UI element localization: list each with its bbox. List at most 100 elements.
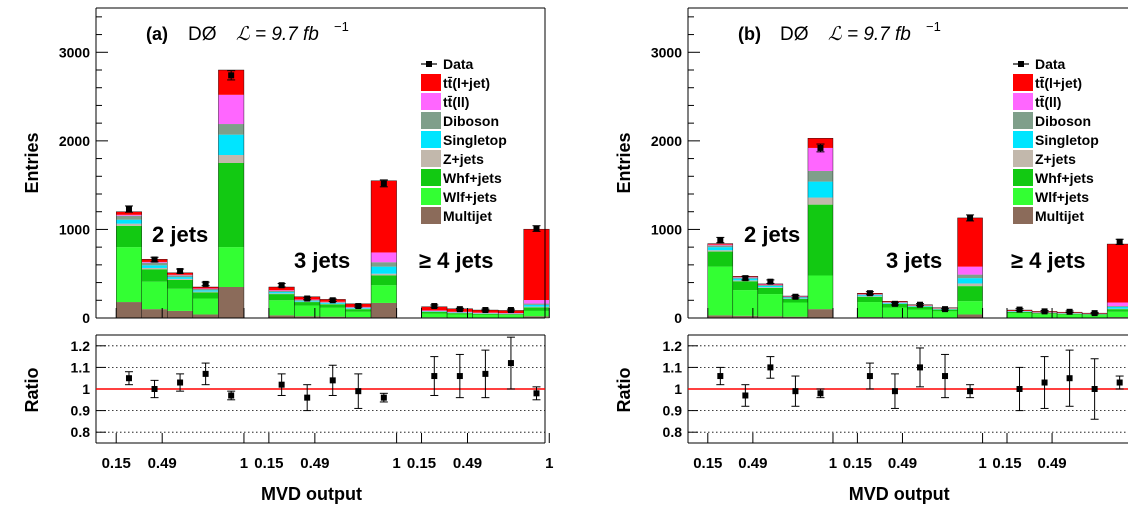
y-tick-label: 1000 — [651, 221, 682, 237]
stack-segment — [958, 286, 983, 301]
stack-segment — [808, 205, 833, 276]
data-point — [1092, 310, 1098, 316]
legend-label: tt̄(l+jet) — [443, 75, 490, 91]
ratio-point — [203, 371, 209, 377]
y-tick-label: 3000 — [59, 44, 90, 60]
data-point — [228, 72, 234, 78]
stack-segment — [708, 252, 733, 267]
legend-swatch — [421, 207, 441, 224]
stack-segment — [320, 308, 346, 317]
legend: Datatt̄(l+jet)tt̄(ll)DibosonSingletopZ+j… — [421, 56, 507, 224]
y-axis-label: Entries — [22, 132, 42, 193]
legend-swatch — [421, 188, 441, 205]
stack-segment — [1032, 314, 1057, 318]
legend-label: Singletop — [443, 132, 507, 148]
ratio-point — [867, 373, 873, 379]
stack-segment — [1107, 303, 1128, 307]
ratio-point — [381, 395, 387, 401]
y-tick-label: 1000 — [59, 221, 90, 237]
stack-segment — [371, 303, 397, 318]
ratio-point — [1042, 380, 1048, 386]
stack-segment — [447, 314, 473, 317]
stack-segment — [269, 292, 295, 293]
legend-label: Data — [1035, 56, 1066, 72]
stack-segment — [1007, 313, 1032, 317]
stack-segment — [269, 300, 295, 315]
luminosity-label: ℒ = 9.7 fb — [236, 24, 319, 45]
y-axis-label: Entries — [614, 132, 634, 193]
legend-label: Multijet — [1035, 208, 1084, 224]
data-point — [892, 301, 898, 307]
stack-segment — [708, 245, 733, 246]
ratio-point — [126, 375, 132, 381]
stack-segment — [371, 262, 397, 266]
data-point — [152, 257, 158, 263]
ratio-y-tick-label: 0.9 — [663, 403, 683, 419]
legend-swatch — [1013, 93, 1033, 110]
stack-segment — [371, 267, 397, 274]
legend-swatch — [421, 74, 441, 91]
ratio-y-tick-label: 0.8 — [663, 424, 683, 440]
stack-segment — [116, 226, 142, 247]
legend-swatch — [421, 150, 441, 167]
stack-segment — [142, 265, 168, 268]
stack-segment — [473, 314, 499, 315]
stack-segment — [320, 304, 346, 308]
stack-segment — [758, 286, 783, 287]
data-point — [203, 281, 209, 287]
legend-label: Z+jets — [443, 151, 484, 167]
stack-segment — [808, 182, 833, 198]
ratio-y-tick-label: 0.8 — [71, 424, 91, 440]
stack-segment — [958, 218, 983, 267]
x-axis-label: MVD output — [849, 484, 950, 504]
stack-segment — [193, 287, 219, 289]
stack-segment — [447, 313, 473, 314]
x-tick-label: 0.15 — [992, 455, 1021, 472]
stack-segment — [193, 289, 219, 290]
stack-segment — [294, 302, 320, 306]
legend-label: tt̄(ll) — [1035, 94, 1061, 110]
stack-segment — [193, 314, 219, 318]
legend: Datatt̄(l+jet)tt̄(ll)DibosonSingletopZ+j… — [1013, 56, 1099, 224]
stack-segment — [167, 275, 193, 276]
ratio-point — [508, 360, 514, 366]
data-point — [482, 307, 488, 313]
stack-segment — [1107, 309, 1128, 312]
stack-segment — [371, 275, 397, 285]
data-point — [304, 296, 310, 302]
x-tick-label: 1 — [240, 455, 248, 472]
stack-segment — [218, 95, 244, 124]
stack-segment — [371, 252, 397, 262]
stack-segment — [218, 135, 244, 155]
legend-label: Diboson — [1035, 113, 1091, 129]
legend-label: Singletop — [1035, 132, 1099, 148]
stack-segment — [808, 275, 833, 309]
data-point — [767, 279, 773, 285]
experiment-label: DØ — [188, 24, 217, 45]
ratio-point — [355, 388, 361, 394]
stack-segment — [269, 293, 295, 294]
x-tick-label: 0.49 — [148, 455, 177, 472]
ratio-point — [817, 390, 823, 396]
ratio-point — [892, 388, 898, 394]
stack-segment — [498, 314, 524, 315]
y-tick-label: 0 — [674, 310, 682, 326]
ratio-y-tick-label: 0.9 — [71, 403, 91, 419]
stack-segment — [218, 287, 244, 318]
stack-segment — [116, 215, 142, 216]
stack-segment — [958, 314, 983, 318]
stack-segment — [116, 216, 142, 220]
x-tick-label: 0.15 — [102, 455, 131, 472]
stack-segment — [708, 245, 733, 247]
stack-segment — [167, 289, 193, 311]
stack-segment — [733, 281, 758, 290]
ratio-point — [942, 373, 948, 379]
experiment-label: DØ — [780, 24, 809, 45]
stack-segment — [142, 309, 168, 318]
legend-label: Whf+jets — [443, 170, 502, 186]
stack-segment — [758, 285, 783, 286]
ratio-point — [330, 377, 336, 383]
stack-segment — [857, 297, 882, 302]
